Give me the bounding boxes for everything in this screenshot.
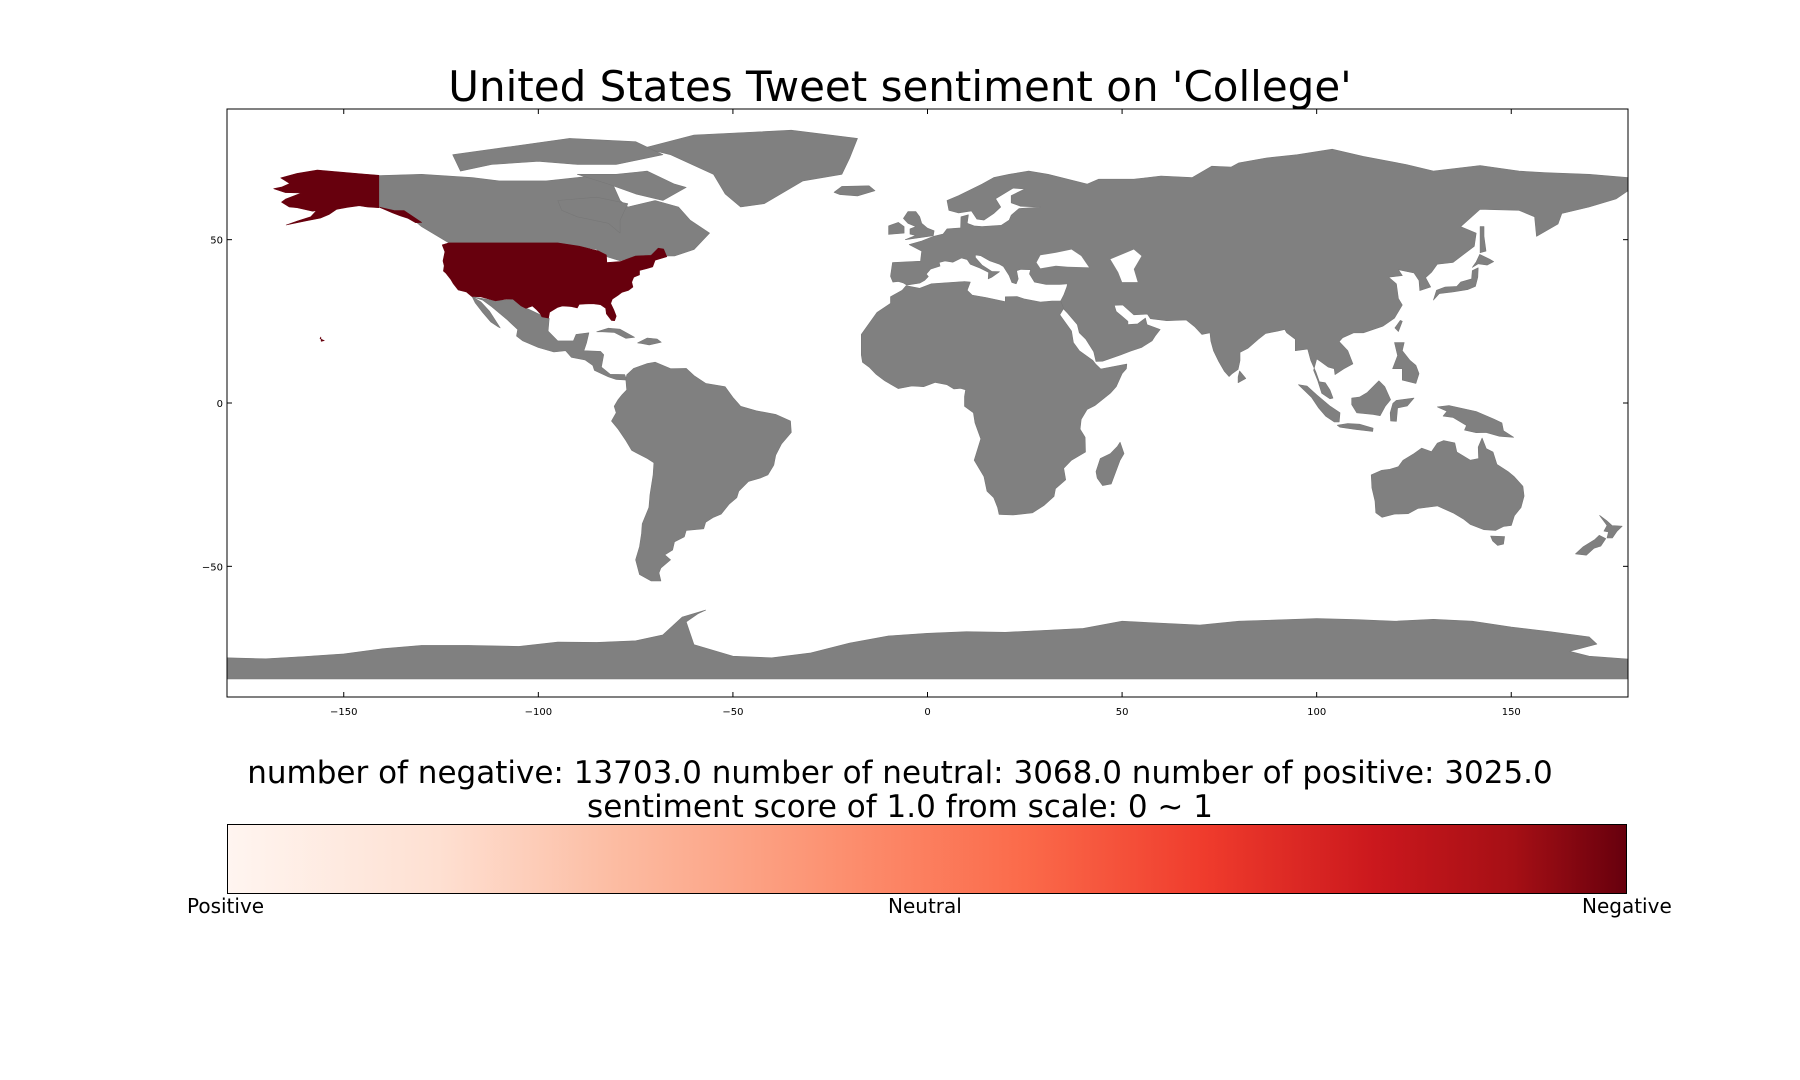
land-africa <box>860 281 1128 516</box>
land-philippines <box>1392 342 1420 384</box>
land-cuba <box>596 327 635 339</box>
land-tasmania <box>1490 535 1505 546</box>
land-borneo <box>1351 380 1391 417</box>
land-alaska-panhandle <box>378 206 422 223</box>
land-hispaniola <box>637 337 662 346</box>
land-eurasia <box>890 148 1629 400</box>
y-tick-label: 50 <box>210 236 223 247</box>
land-nz-south <box>1575 534 1607 556</box>
land-sakhalin <box>1479 226 1487 253</box>
x-tick-label: 50 <box>1116 707 1129 718</box>
land-sulawesi <box>1389 397 1415 422</box>
x-tick-label: 100 <box>1307 707 1326 718</box>
land-hokkaido <box>1472 254 1494 268</box>
x-tick-label: 150 <box>1502 707 1521 718</box>
land-japan <box>1433 267 1479 301</box>
land-alaska <box>273 169 380 226</box>
x-tick-label: −100 <box>525 707 552 718</box>
land-madagascar <box>1095 441 1125 486</box>
stats-score: sentiment score of 1.0 from scale: 0 ~ 1 <box>587 789 1213 825</box>
land-ireland <box>888 222 905 235</box>
land-taiwan <box>1394 320 1403 332</box>
land-antarctica <box>226 609 1629 680</box>
land-iceland <box>833 185 876 197</box>
y-tick-label: 0 <box>217 399 223 410</box>
map-plot-area <box>226 108 1629 698</box>
colorbar-label-neutral: Neutral <box>888 894 962 918</box>
colorbar-label-positive: Positive <box>187 894 265 918</box>
land-java <box>1337 423 1374 432</box>
x-tick-label: 0 <box>924 707 930 718</box>
land-us-mainland <box>441 242 668 322</box>
land-baffin <box>576 170 687 201</box>
land-australia <box>1370 437 1525 531</box>
land-greenland <box>643 129 858 208</box>
y-tick-label: −50 <box>202 562 223 573</box>
land-uk <box>903 211 935 240</box>
land-caspian-lakes <box>1110 249 1142 283</box>
sentiment-colorbar <box>227 824 1627 894</box>
land-new-guinea <box>1437 405 1514 438</box>
land-black-sea <box>1036 249 1089 269</box>
land-arctic-islands <box>452 138 664 172</box>
land-sri-lanka <box>1237 370 1247 384</box>
x-tick-label: −50 <box>722 707 743 718</box>
land-nz-north <box>1599 515 1623 539</box>
land-baja <box>471 296 501 329</box>
land-south-america <box>611 361 792 582</box>
chart-title: United States Tweet sentiment on 'Colleg… <box>448 62 1352 111</box>
land-hawaii <box>319 336 325 342</box>
land-canada <box>378 174 710 262</box>
land-mexico-central-america <box>471 296 628 381</box>
colorbar-label-negative: Negative <box>1582 894 1672 918</box>
stats-counts: number of negative: 13703.0 number of ne… <box>247 755 1553 791</box>
land-sumatra <box>1298 384 1341 423</box>
stats-summary: number of negative: 13703.0 number of ne… <box>0 756 1800 824</box>
land-canada-hudson-west <box>557 196 629 234</box>
x-tick-label: −150 <box>330 707 357 718</box>
